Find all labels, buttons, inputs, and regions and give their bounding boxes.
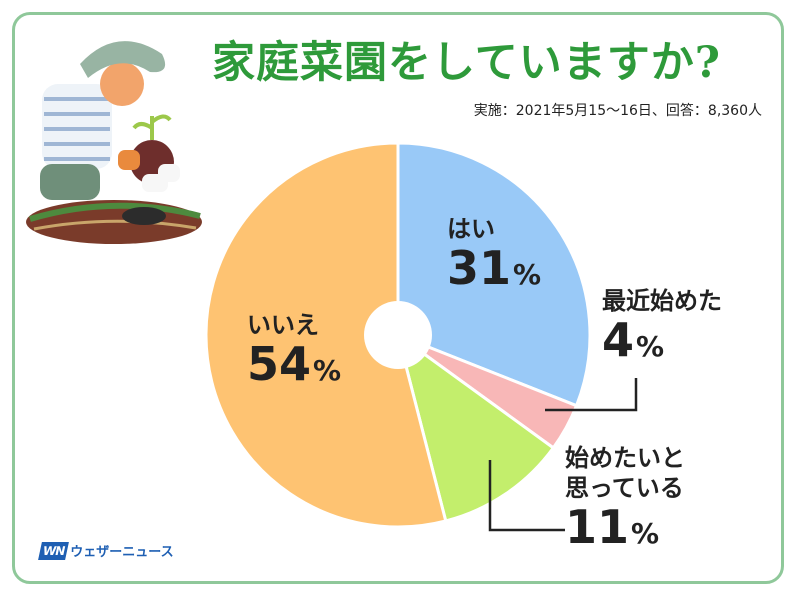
slice-label-no: いいえ 54% [247,310,341,388]
slice-label-yes: はい 31% [447,214,541,292]
chart-title: 家庭菜園をしていますか? [212,38,721,88]
brand-name: ウェザーニュース [70,545,174,560]
slice-label-want-name-line2: 思っている [565,474,684,502]
brand-logo: WN ウェザーニュース [38,541,174,560]
slice-label-recent-name: 最近始めた [602,287,722,315]
slice-label-want-value: 11% [565,500,660,554]
gardener-illustration [26,41,202,244]
pie-slice-want [395,331,556,523]
slice-label-no-name: いいえ [247,311,319,339]
brand-mark: WN [38,541,70,560]
pie-slice-no [204,141,448,529]
slice-label-want-name-line1: 始めたいと [565,444,685,472]
slice-label-yes-value: 31% [447,241,542,295]
slice-label-want: 始めたいと 思っている 11% [565,443,685,551]
slice-label-recent-value: 4% [602,313,665,367]
pie-slice-yes [396,141,592,408]
slice-label-no-value: 54% [247,337,342,391]
leader-line-recent [545,378,638,412]
leader-line-want [488,460,565,532]
slice-label-yes-name: はい [447,215,495,243]
slice-label-recent: 最近始めた 4% [602,286,722,364]
donut-hole [364,301,432,369]
survey-info: 実施：2021年5月15～16日、回答：8,360人 [473,103,762,119]
